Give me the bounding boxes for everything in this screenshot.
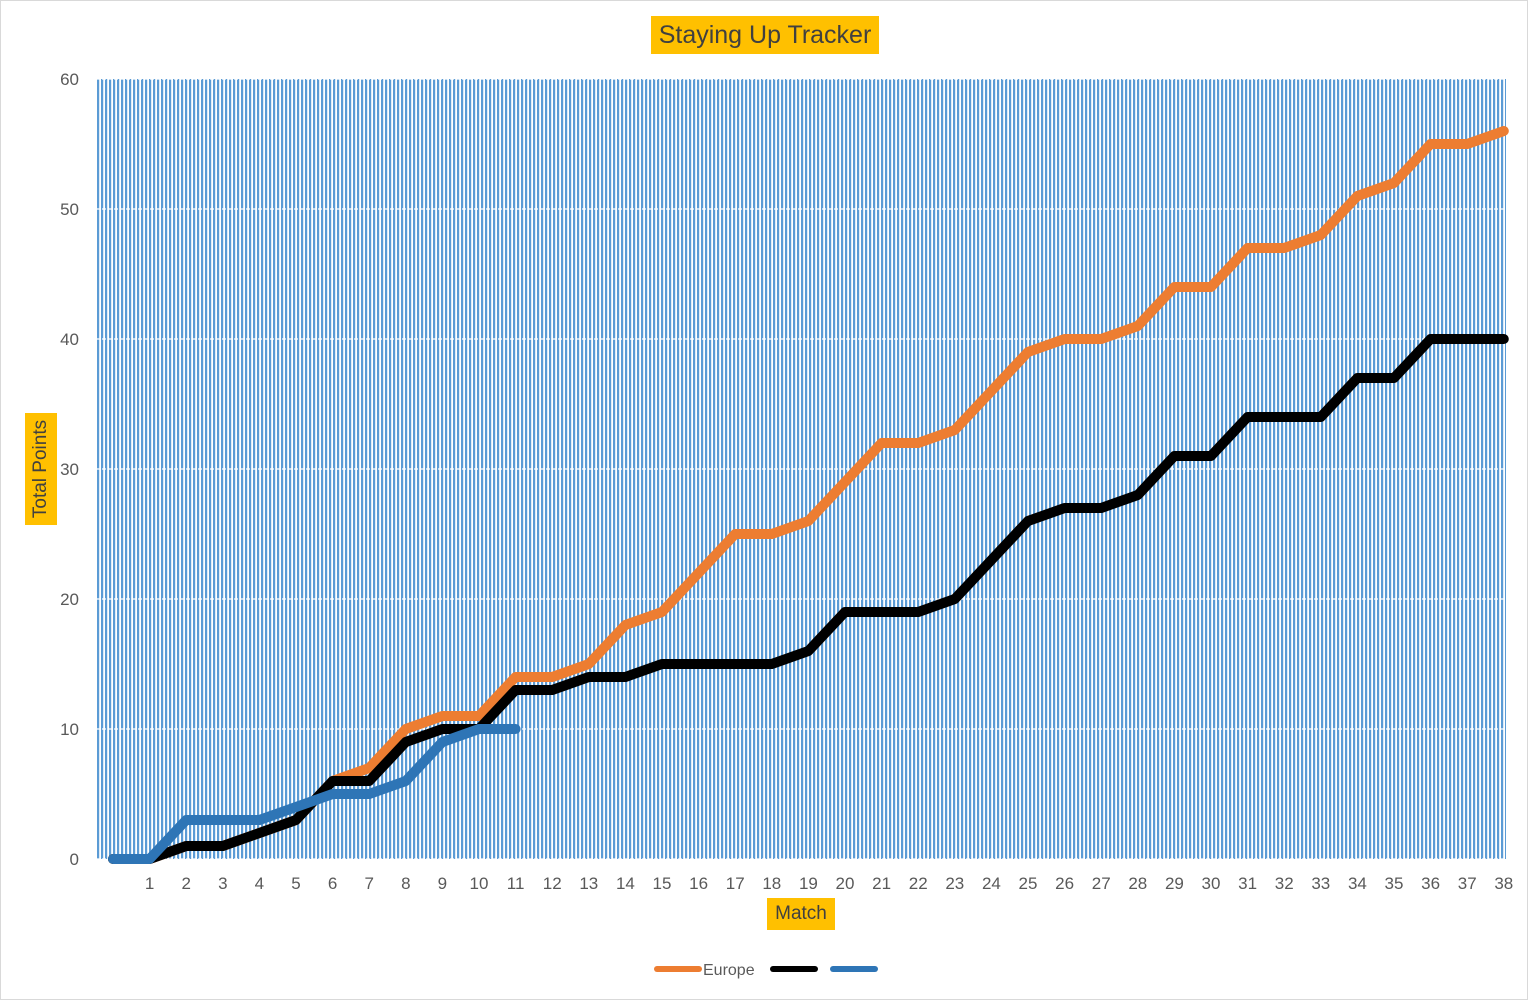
gridlines: [96, 78, 1506, 860]
x-tick-label: 22: [909, 874, 928, 893]
series-line-3: [108, 724, 521, 864]
y-tick-label: 10: [60, 720, 79, 739]
x-tick-label: 3: [218, 874, 227, 893]
x-axis-label-box: Match: [767, 898, 835, 930]
y-axis: 0 10 20 30 40 50 60: [60, 70, 79, 869]
x-tick-label: 18: [762, 874, 781, 893]
x-tick-label: 25: [1019, 874, 1038, 893]
y-tick-label: 20: [60, 590, 79, 609]
chart-title-box: Staying Up Tracker: [651, 16, 879, 54]
x-tick-label: 29: [1165, 874, 1184, 893]
x-tick-label: 37: [1458, 874, 1477, 893]
x-tick-label: 17: [726, 874, 745, 893]
x-axis-label: Match: [775, 903, 827, 924]
x-tick-label: 9: [438, 874, 447, 893]
x-tick-label: 19: [799, 874, 818, 893]
x-tick-label: 15: [653, 874, 672, 893]
series-line-2: [108, 334, 1509, 864]
x-tick-label: 2: [181, 874, 190, 893]
x-tick-label: 26: [1055, 874, 1074, 893]
y-tick-label: 30: [60, 460, 79, 479]
x-tick-label: 1: [145, 874, 154, 893]
x-tick-label: 34: [1348, 874, 1367, 893]
chart-title: Staying Up Tracker: [658, 20, 872, 49]
y-axis-label-box: Total Points: [25, 413, 57, 525]
x-tick-label: 31: [1238, 874, 1257, 893]
x-tick-label: 32: [1275, 874, 1294, 893]
x-tick-label: 14: [616, 874, 635, 893]
x-tick-label: 7: [364, 874, 373, 893]
x-tick-label: 13: [579, 874, 598, 893]
x-tick-label: 4: [255, 874, 264, 893]
series-lines: [108, 126, 1509, 864]
x-tick-label: 35: [1385, 874, 1404, 893]
x-tick-label: 30: [1202, 874, 1221, 893]
x-axis: 1 2 3 4 5 6 7 8 9 10 11 12 13 14 15 16 17 18 19 20 21 22 23 24 2…: [145, 874, 1513, 893]
legend-label-1: Europe: [703, 962, 755, 979]
x-tick-label: 24: [982, 874, 1001, 893]
x-tick-label: 38: [1494, 874, 1513, 893]
x-tick-label: 36: [1421, 874, 1440, 893]
x-tick-label: 20: [836, 874, 855, 893]
x-tick-label: 11: [507, 874, 525, 893]
y-axis-label: Total Points: [30, 419, 51, 519]
x-tick-label: 21: [872, 874, 891, 893]
x-tick-label: 12: [543, 874, 562, 893]
x-tick-label: 8: [401, 874, 410, 893]
x-tick-label: 23: [945, 874, 964, 893]
x-tick-label: 6: [328, 874, 337, 893]
x-tick-label: 10: [470, 874, 489, 893]
y-tick-label: 40: [60, 330, 79, 349]
y-tick-label: 0: [70, 850, 79, 869]
x-tick-label: 27: [1092, 874, 1111, 893]
legend: Europe: [654, 962, 878, 979]
x-tick-label: 33: [1311, 874, 1330, 893]
x-tick-label: 28: [1128, 874, 1147, 893]
x-tick-label: 5: [291, 874, 300, 893]
y-tick-label: 50: [60, 200, 79, 219]
y-tick-label: 60: [60, 70, 79, 89]
x-tick-label: 16: [689, 874, 708, 893]
